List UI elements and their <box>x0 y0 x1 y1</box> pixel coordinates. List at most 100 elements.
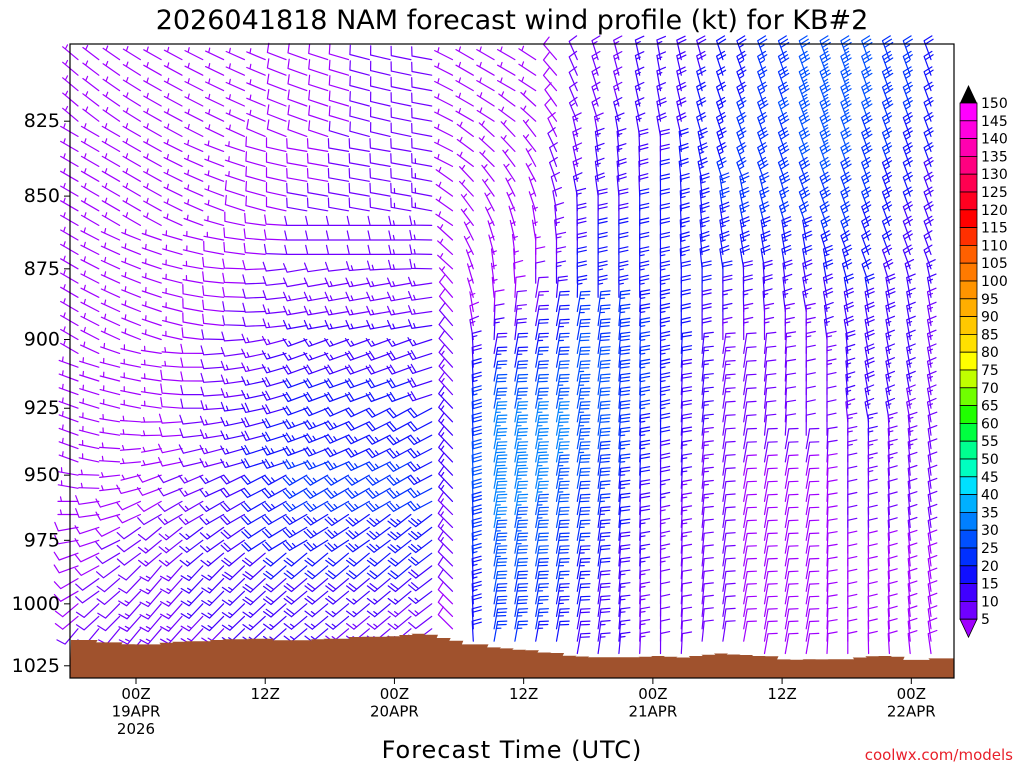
wind-barb <box>53 564 79 574</box>
wind-barb <box>493 317 505 341</box>
wind-barb <box>639 426 651 450</box>
wind-barb <box>122 212 141 226</box>
wind-barb <box>484 192 495 212</box>
wind-barb <box>597 607 611 630</box>
x-tick-label: 12Z <box>509 685 538 703</box>
wind-barb <box>220 388 245 398</box>
wind-barb <box>679 202 690 226</box>
x-tick-label: 20APR <box>370 703 419 721</box>
wind-barb <box>58 424 79 436</box>
wind-barb <box>679 216 690 241</box>
wind-barb <box>344 378 370 389</box>
wind-barb <box>56 628 79 645</box>
wind-barb <box>434 153 454 167</box>
wind-barb <box>265 137 287 152</box>
colorbar-swatch <box>959 351 978 371</box>
wind-barb <box>881 96 894 122</box>
wind-barb <box>390 138 412 152</box>
wind-barb <box>826 606 838 630</box>
wind-barb <box>303 364 329 375</box>
wind-barb <box>757 96 769 122</box>
wind-barb <box>659 260 671 284</box>
wind-barb <box>344 434 370 445</box>
wind-barb <box>576 318 591 341</box>
wind-barb <box>287 43 308 61</box>
wind-barb <box>141 258 162 270</box>
wind-barb <box>163 154 183 167</box>
wind-barb <box>722 360 736 382</box>
wind-barb <box>576 519 591 541</box>
wind-barb <box>303 319 329 330</box>
wind-barb <box>798 186 811 212</box>
wind-barb <box>679 245 690 270</box>
wind-barb <box>722 316 733 341</box>
wind-barb <box>221 603 245 619</box>
wind-barb <box>819 201 830 226</box>
wind-barb <box>760 230 771 255</box>
wind-barb <box>408 526 433 541</box>
wind-barb <box>805 480 820 502</box>
wind-barb <box>701 518 714 541</box>
wind-barb <box>802 216 813 241</box>
wind-barb <box>283 319 308 330</box>
wind-barb <box>437 556 454 580</box>
wind-barb <box>122 168 141 182</box>
wind-barb <box>861 66 873 92</box>
wind-barb <box>493 620 508 642</box>
wind-barb <box>60 138 79 152</box>
wind-barb <box>493 467 508 489</box>
wind-barb <box>136 487 162 496</box>
wind-barb <box>411 153 433 167</box>
wind-barb <box>143 62 162 76</box>
wind-barb <box>514 304 527 327</box>
wind-barb <box>535 557 549 580</box>
wind-barb <box>82 91 100 107</box>
wind-barb <box>701 373 714 396</box>
wind-barb <box>696 66 707 92</box>
wind-barb <box>902 96 913 122</box>
wind-barb <box>576 274 588 298</box>
wind-barb <box>476 46 495 61</box>
wind-barb <box>722 332 736 354</box>
wind-barb <box>369 138 391 152</box>
wind-barb <box>505 177 516 197</box>
wind-barb <box>138 552 162 567</box>
wind-barb <box>95 526 121 537</box>
wind-barb <box>205 93 225 107</box>
colorbar-swatch <box>959 512 978 531</box>
wind-barb <box>242 578 266 593</box>
wind-barb <box>80 312 100 327</box>
wind-barb <box>366 603 391 618</box>
wind-barb <box>118 578 141 594</box>
wind-barb <box>57 496 79 502</box>
wind-barb <box>568 50 578 76</box>
wind-barb <box>225 63 245 76</box>
wind-barb <box>242 565 266 581</box>
wind-barb <box>116 552 141 566</box>
wind-barb <box>80 168 100 182</box>
wind-barb <box>618 413 631 436</box>
wind-barb <box>701 479 714 502</box>
wind-barb <box>261 445 287 456</box>
wind-barb <box>618 303 631 327</box>
wind-barb <box>407 391 433 402</box>
wind-barb <box>101 138 121 152</box>
wind-barb <box>122 77 141 92</box>
wind-barb <box>535 620 549 642</box>
wind-barb <box>493 332 508 354</box>
wind-barb <box>437 517 454 541</box>
wind-barb <box>722 493 736 516</box>
wind-barb <box>282 338 308 347</box>
wind-barb <box>179 539 204 553</box>
wind-barb <box>784 345 797 368</box>
wind-barb <box>840 81 852 107</box>
wind-barb <box>82 75 100 92</box>
wind-barb <box>762 259 773 284</box>
wind-barb <box>763 595 778 617</box>
wind-barb <box>618 466 631 489</box>
wind-barb <box>907 630 918 655</box>
wind-barb <box>826 453 838 476</box>
wind-barb <box>493 608 508 630</box>
wind-barb <box>324 378 350 389</box>
wind-barb <box>887 555 898 580</box>
